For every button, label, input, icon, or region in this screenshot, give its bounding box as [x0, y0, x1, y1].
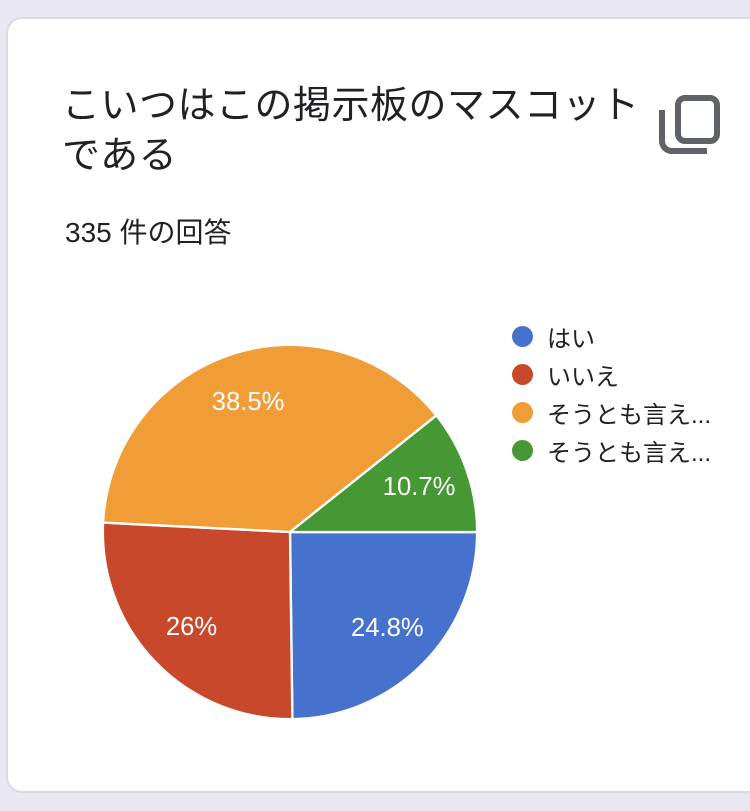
pie-slice-label-2: 38.5%: [212, 388, 285, 416]
pie-chart: 24.8% 26% 38.5% 10.7%: [101, 343, 479, 721]
legend-item-3: そうとも言え...: [512, 431, 711, 469]
pie-slice-3[interactable]: [288, 414, 479, 534]
pie-slice-label-0: 24.8%: [351, 614, 424, 642]
legend-item-2: そうとも言え...: [512, 393, 711, 431]
legend-item-label: はい: [547, 325, 595, 353]
pie-slice-label-3: 10.7%: [383, 473, 456, 501]
question-title-line2: である: [62, 135, 178, 177]
legend-item-label: そうとも言え...: [547, 439, 712, 467]
legend-item-0: はい: [512, 317, 711, 355]
legend-dot-icon: [512, 439, 533, 461]
copy-chart-button[interactable]: [656, 91, 726, 161]
legend-item-1: いいえ: [512, 355, 711, 393]
legend-item-label: そうとも言え...: [547, 401, 712, 429]
chart-card: こいつはこの掲示板のマスコット である 335 件の回答 24.8% 26% 38.…: [6, 17, 750, 793]
pie-slice-label-1: 26%: [166, 613, 217, 641]
legend-dot-icon: [512, 325, 533, 347]
legend-item-label: いいえ: [547, 363, 619, 391]
response-count: 335 件の回答: [65, 217, 232, 248]
question-title-line1: こいつはこの掲示板のマスコット: [62, 85, 640, 127]
pie-slice-2[interactable]: [101, 343, 438, 534]
question-title: こいつはこの掲示板のマスコット である: [62, 81, 640, 181]
copy-icon: [659, 95, 720, 154]
chart-legend: はいいいえそうとも言え... そうとも言え...: [512, 317, 711, 469]
pie-slice-1[interactable]: [101, 521, 294, 721]
legend-dot-icon: [512, 363, 533, 385]
pie-slice-0[interactable]: [288, 530, 479, 721]
legend-dot-icon: [512, 401, 533, 423]
